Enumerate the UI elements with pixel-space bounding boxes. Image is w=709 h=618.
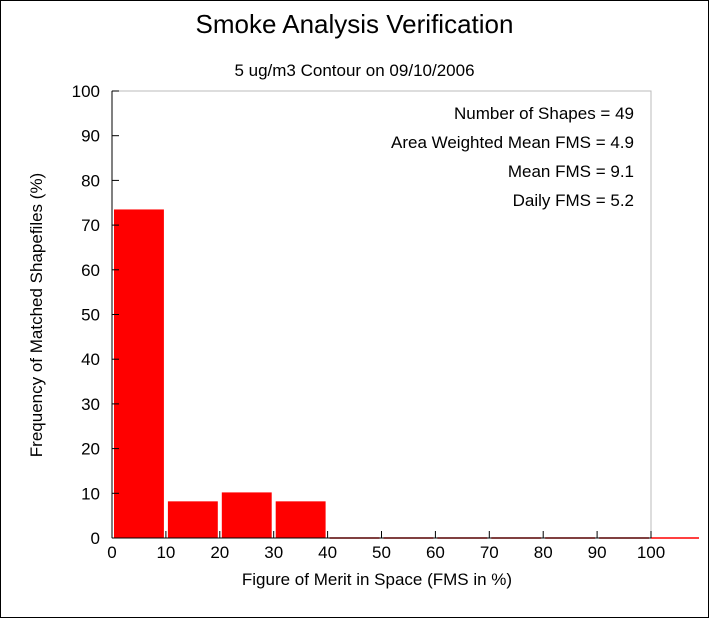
bar-20-30: [221, 492, 272, 538]
annotation-0: Number of Shapes = 49: [454, 104, 634, 123]
x-tick-label: 80: [534, 543, 553, 562]
x-tick-label: 90: [588, 543, 607, 562]
y-tick-label: 30: [81, 395, 100, 414]
y-tick-label: 80: [81, 171, 100, 190]
y-axis-label: Frequency of Matched Shapefiles (%): [27, 173, 46, 457]
x-tick-label: 70: [480, 543, 499, 562]
x-tick-label: 10: [156, 543, 175, 562]
chart-subtitle: 5 ug/m3 Contour on 09/10/2006: [234, 61, 475, 80]
bar-0-10: [114, 209, 164, 538]
x-tick-label: 20: [210, 543, 229, 562]
plot-area: [111, 90, 652, 539]
annotation-3: Daily FMS = 5.2: [513, 191, 634, 210]
annotation-2: Mean FMS = 9.1: [508, 162, 634, 181]
y-tick-label: 100: [72, 82, 100, 101]
x-tick-label: 100: [637, 543, 665, 562]
chart-title: Smoke Analysis Verification: [195, 9, 514, 39]
annotations-group: Number of Shapes = 49 Area Weighted Mean …: [391, 104, 634, 210]
x-tick-label: 0: [107, 543, 116, 562]
y-tick-label: 70: [81, 216, 100, 235]
x-tick-label: 50: [372, 543, 391, 562]
bar-10-20: [167, 501, 218, 538]
bars-group: [114, 209, 699, 539]
y-tick-label: 0: [91, 529, 100, 548]
y-tick-label: 10: [81, 484, 100, 503]
x-axis-label: Figure of Merit in Space (FMS in %): [242, 570, 512, 589]
y-tick-label: 20: [81, 440, 100, 459]
x-ticks-group: 0 10 20 30 40 50 60 70 80 90 100: [107, 531, 665, 562]
y-tick-label: 40: [81, 350, 100, 369]
y-tick-label: 50: [81, 306, 100, 325]
x-tick-label: 30: [264, 543, 283, 562]
y-tick-label: 60: [81, 261, 100, 280]
bar-30-40: [275, 501, 326, 538]
y-tick-label: 90: [81, 127, 100, 146]
y-ticks-group: 0 10 20 30 40 50 60 70 80 90 100: [72, 82, 119, 548]
annotation-1: Area Weighted Mean FMS = 4.9: [391, 133, 634, 152]
x-tick-label: 60: [426, 543, 445, 562]
x-tick-label: 40: [318, 543, 337, 562]
